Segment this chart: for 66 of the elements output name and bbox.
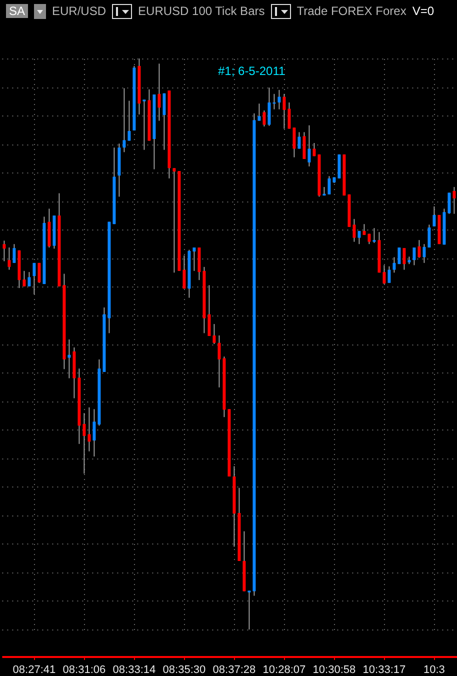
candlestick <box>218 334 221 388</box>
candlestick <box>398 247 401 265</box>
candlestick <box>268 87 271 126</box>
candlestick <box>88 406 91 452</box>
x-tick-label: 10:30:58 <box>312 664 356 676</box>
candlestick <box>428 224 431 248</box>
candlestick <box>338 154 341 179</box>
candlestick <box>38 262 41 284</box>
candlestick <box>288 102 291 130</box>
candlestick <box>182 254 186 290</box>
candlestick <box>422 244 426 264</box>
candlestick <box>432 206 436 227</box>
candlestick <box>282 93 286 130</box>
text: SA <box>6 4 28 18</box>
x-tick-label: 08:35:30 <box>162 664 206 676</box>
candlestick <box>2 240 6 262</box>
candlestick <box>418 240 421 258</box>
candlestick <box>308 124 311 167</box>
x-tick-label: 10:33:17 <box>362 664 406 676</box>
x-tick-label: 08:27:41 <box>12 664 56 676</box>
text: Trade FOREX Forex <box>296 4 406 18</box>
candlestick <box>82 412 86 474</box>
x-tick-label: 10:3 <box>423 664 445 676</box>
candlestick <box>162 92 166 150</box>
chart-subtitle: EURUSD 100 Tick Bars <box>138 4 265 18</box>
candlestick <box>28 272 31 287</box>
candlestick <box>22 270 26 287</box>
candlestick <box>8 247 11 270</box>
candlestick <box>192 247 196 272</box>
candlestick <box>298 132 301 150</box>
candlestick <box>412 247 416 266</box>
candlestick <box>258 103 261 122</box>
candlestick <box>352 218 356 242</box>
candlestick <box>302 132 306 160</box>
chart-title: EUR/USD <box>52 4 106 18</box>
candlestick <box>358 230 361 245</box>
candlestick <box>212 324 216 344</box>
candlestick <box>372 228 376 244</box>
candlestick <box>328 176 331 195</box>
candlestick <box>292 127 296 158</box>
candlestick <box>312 142 316 157</box>
candlestick <box>128 100 131 142</box>
x-tick-label: 10:28:07 <box>262 664 306 676</box>
candlestick <box>92 408 96 457</box>
candlestick <box>448 192 451 214</box>
x-tick-label: 08:33:14 <box>112 664 156 676</box>
candlestick <box>402 248 406 270</box>
candlestick <box>388 266 391 284</box>
x-tick-label: 08:31:06 <box>62 664 106 676</box>
candlestick <box>32 262 36 295</box>
candlestick <box>122 88 126 153</box>
candlestick <box>278 89 281 110</box>
candlestick <box>392 256 396 274</box>
candlestick <box>248 590 251 630</box>
candlestick <box>452 186 456 214</box>
candlestick <box>382 264 386 285</box>
candlestick <box>208 284 211 337</box>
candlestick <box>142 99 146 150</box>
candlestick <box>262 110 266 127</box>
candlestick <box>12 244 16 264</box>
candlestick <box>172 168 176 274</box>
candlestick <box>158 63 161 122</box>
text: V=0 <box>412 4 434 18</box>
candlestick <box>362 224 366 236</box>
annotation: #1; 6-5-2011 <box>218 64 286 78</box>
x-tick-label: 08:37:28 <box>212 664 256 676</box>
